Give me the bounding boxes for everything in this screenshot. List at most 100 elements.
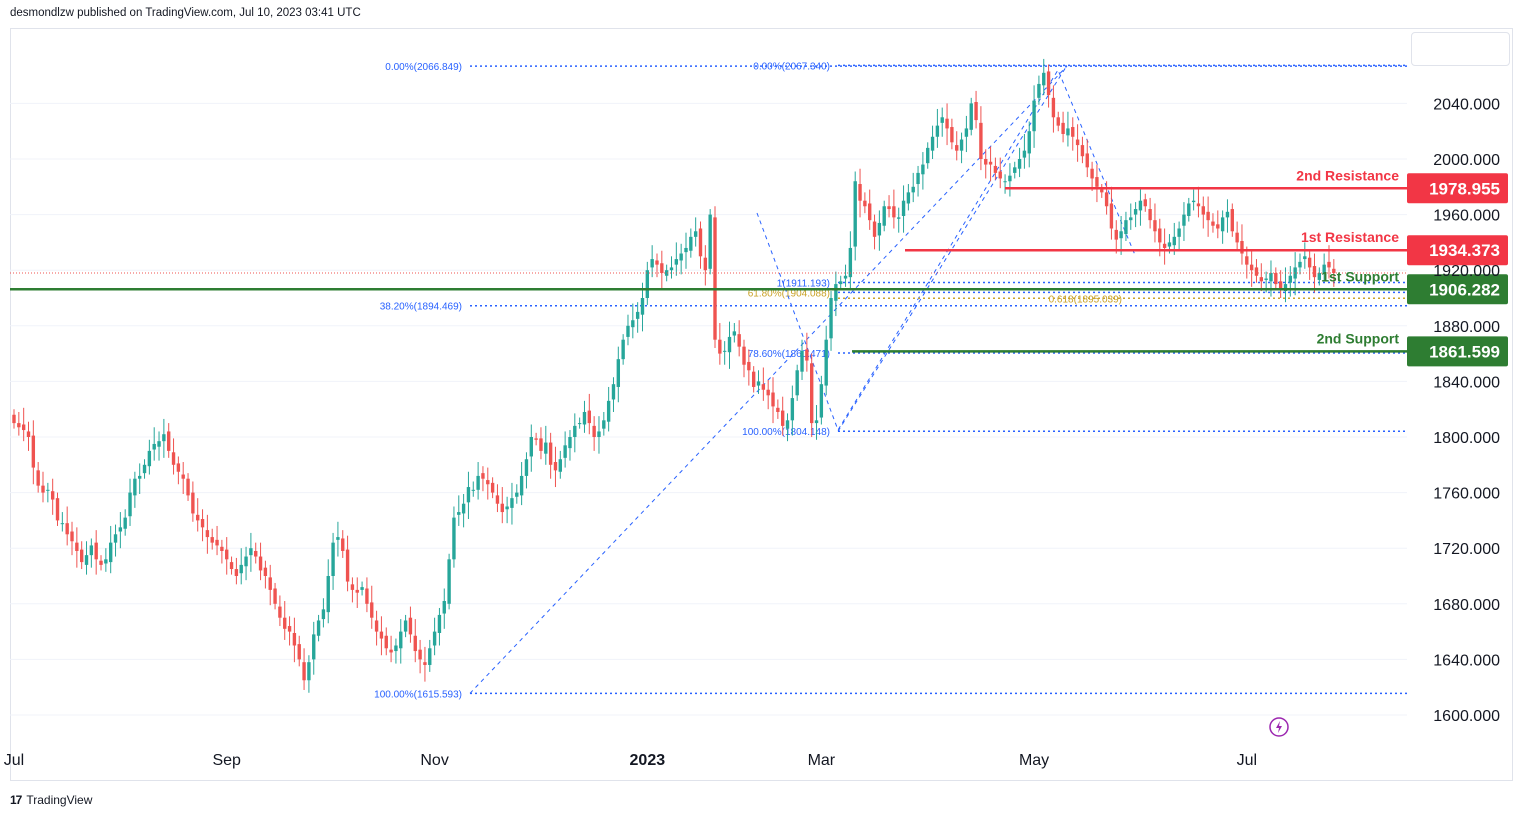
candle-body	[1133, 209, 1138, 215]
y-tick-label: 1720.000	[1433, 541, 1500, 558]
price-chart[interactable]: 0.00%(2066.849) 38.20%(1894.469) 100.00%(1…	[0, 0, 1523, 790]
candle-body	[558, 459, 562, 472]
y-tick-label: 2000.000	[1433, 152, 1500, 169]
candle-body	[389, 649, 393, 653]
candle-body	[679, 253, 683, 261]
candle-body	[892, 206, 896, 218]
candle-body	[1259, 277, 1263, 282]
fib-extension-label: 1(1911.193)	[777, 278, 830, 289]
candle-body	[524, 459, 529, 476]
candle-body	[432, 631, 437, 646]
tradingview-brand: TradingView	[26, 793, 93, 807]
candle-body	[1249, 264, 1254, 271]
candle-body	[481, 473, 485, 479]
candle-body	[79, 549, 84, 563]
candle-body	[1119, 231, 1123, 239]
candle-body	[1148, 209, 1152, 221]
level-label-resistance: 1st Resistance	[1301, 229, 1399, 245]
candle-body	[244, 556, 248, 567]
candle-body	[1037, 83, 1041, 98]
candle-body	[631, 320, 635, 328]
candle-body	[345, 549, 350, 582]
candle-body	[1206, 211, 1210, 221]
candle-body	[577, 423, 582, 425]
candle-body	[471, 489, 475, 491]
candle-body	[1075, 139, 1080, 146]
candle-body	[911, 186, 915, 193]
candle-body	[452, 517, 456, 560]
candle-body	[727, 336, 732, 353]
candle-body	[1071, 127, 1075, 137]
candle-body	[254, 550, 258, 557]
candle-body	[984, 159, 988, 165]
candle-body	[55, 498, 60, 521]
candle-body	[196, 514, 200, 521]
y-tick-label: 1920.000	[1433, 263, 1500, 280]
candle-body	[1211, 221, 1215, 226]
candle-body	[505, 506, 509, 510]
candle-body	[302, 662, 306, 681]
y-tick-label: 1640.000	[1433, 652, 1500, 669]
candle-body	[486, 480, 490, 485]
candle-body	[99, 560, 103, 565]
candle-body	[113, 534, 118, 543]
candle-body	[703, 257, 708, 271]
x-axis: Jul Sep Nov 2023 Mar May Jul	[4, 752, 1257, 769]
candle-body	[602, 420, 606, 429]
y-tick-label: 1880.000	[1433, 319, 1500, 336]
candle-body	[722, 350, 727, 352]
candle-body	[1085, 153, 1089, 168]
candle-body	[998, 171, 1002, 179]
candle-body	[858, 184, 862, 201]
candle-body	[829, 298, 833, 339]
candle-body	[1017, 159, 1022, 169]
candle-body	[737, 334, 741, 347]
candle-body	[718, 339, 722, 354]
candle-body	[621, 339, 625, 360]
candle-body	[693, 231, 698, 237]
candle-body	[974, 102, 978, 121]
candle-body	[133, 478, 137, 496]
candle-body	[1138, 200, 1143, 211]
candle-body	[423, 662, 427, 665]
candle-body	[964, 128, 969, 137]
candle-body	[897, 217, 901, 219]
candle-body	[1274, 272, 1278, 285]
candle-body	[988, 161, 993, 165]
candle-body	[587, 410, 591, 424]
candle-body	[1191, 200, 1196, 203]
candle-body	[548, 442, 553, 465]
candle-body	[1288, 275, 1293, 283]
candle-body	[1293, 267, 1297, 279]
candle-body	[877, 222, 882, 236]
candle-body	[466, 487, 471, 503]
candle-body	[1080, 145, 1085, 157]
candle-body	[1177, 228, 1181, 237]
candle-body	[689, 236, 693, 251]
candle-body	[1307, 257, 1312, 268]
chart-toolbar-box[interactable]	[1411, 32, 1510, 66]
candle-body	[1056, 117, 1060, 126]
candle-body	[1240, 241, 1244, 254]
candle-body	[283, 617, 287, 629]
candle-body	[65, 523, 69, 535]
candle-body	[553, 462, 558, 471]
fib-right-level-label: 78.60%(1860.471)	[748, 349, 830, 360]
candle-body	[592, 425, 596, 437]
candle-body	[515, 492, 519, 497]
candle-body	[229, 562, 234, 570]
candle-body	[273, 588, 277, 604]
candle-body	[239, 564, 243, 574]
candle-body	[138, 475, 142, 479]
candle-body	[1327, 261, 1331, 268]
candle-body	[331, 542, 335, 576]
candle-body	[1027, 131, 1031, 154]
grid-lines	[10, 102, 1407, 716]
y-tick-label: 1680.000	[1433, 597, 1500, 614]
candle-body	[747, 361, 751, 371]
candle-body	[118, 527, 123, 532]
candle-body	[408, 617, 413, 635]
candle-body	[394, 645, 398, 652]
candle-body	[766, 389, 770, 396]
candle-body	[1003, 181, 1007, 183]
